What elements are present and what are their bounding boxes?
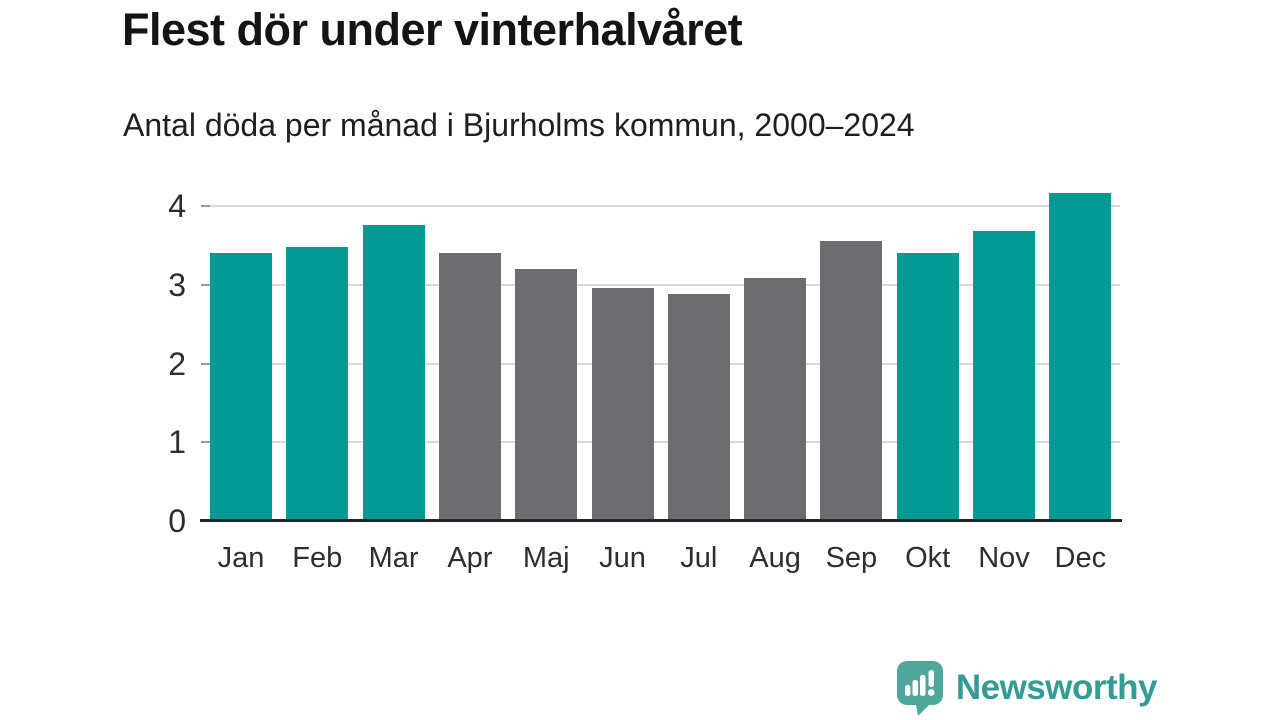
bar-sep xyxy=(820,240,883,521)
newsworthy-logo: Newsworthy xyxy=(895,659,1158,716)
x-axis-label-apr: Apr xyxy=(447,542,493,574)
x-axis-label-okt: Okt xyxy=(905,542,951,574)
gridline xyxy=(201,441,1120,444)
bar-aug xyxy=(744,278,807,521)
page-title: Flest dör under vinterhalvåret xyxy=(122,4,743,55)
y-axis-label: 0 xyxy=(168,503,186,539)
bar-feb xyxy=(286,246,349,521)
bar-apr xyxy=(438,253,501,521)
x-axis-label-jan: Jan xyxy=(217,542,265,574)
gridline xyxy=(201,205,1120,207)
x-axis-label-jun: Jun xyxy=(599,542,646,574)
plot-area xyxy=(200,185,1122,522)
x-axis-label-feb: Feb xyxy=(292,542,343,574)
x-axis-label-aug: Aug xyxy=(749,542,801,574)
bar-jul xyxy=(667,294,730,521)
x-axis-label-dec: Dec xyxy=(1054,542,1107,574)
bar-jun xyxy=(591,287,654,521)
newsworthy-logo-text: Newsworthy xyxy=(955,667,1158,707)
axis-tick xyxy=(201,205,210,207)
chart-subtitle: Antal döda per månad i Bjurholms kommun,… xyxy=(123,107,915,143)
y-axis-label: 3 xyxy=(168,266,186,303)
newsworthy-chart-bubble-icon xyxy=(895,659,945,716)
bar-mar xyxy=(362,224,425,521)
bar-dec xyxy=(1049,193,1112,521)
x-axis-label-jul: Jul xyxy=(680,542,718,574)
bar-okt xyxy=(896,253,959,521)
gridline xyxy=(201,362,1120,365)
y-axis-label: 4 xyxy=(168,188,186,224)
x-axis-line xyxy=(200,519,1122,522)
y-axis-label: 1 xyxy=(168,424,186,461)
bar-maj xyxy=(515,269,578,521)
x-axis-label-sep: Sep xyxy=(825,542,878,574)
bar-chart: Flest dör under vinterhalvåret Antal död… xyxy=(122,4,1122,574)
bar-jan xyxy=(210,253,272,521)
x-axis-label-maj: Maj xyxy=(522,542,570,574)
axis-tick xyxy=(201,283,210,286)
axis-tick xyxy=(201,441,210,444)
gridline xyxy=(201,283,1120,286)
x-axis-label-nov: Nov xyxy=(978,542,1030,574)
x-axis-label-mar: Mar xyxy=(368,542,419,574)
y-axis-label: 2 xyxy=(168,345,186,382)
bar-nov xyxy=(973,231,1035,521)
axis-tick xyxy=(201,362,210,365)
